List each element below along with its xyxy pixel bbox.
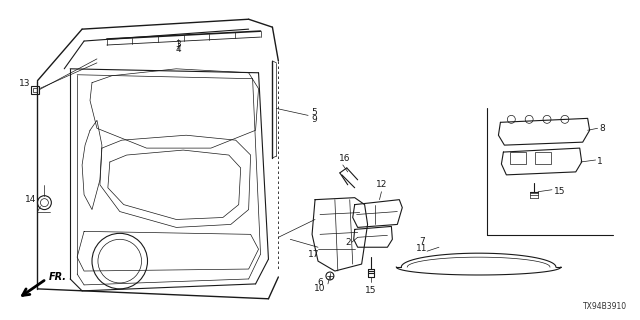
Text: 17: 17 (308, 250, 320, 259)
Text: 15: 15 (554, 187, 566, 196)
Bar (31, 86, 40, 93)
Text: 13: 13 (19, 79, 30, 88)
Text: 5: 5 (311, 108, 317, 117)
Text: TX94B3910: TX94B3910 (583, 302, 627, 311)
Text: 10: 10 (314, 284, 326, 293)
Bar (510, 152, 526, 164)
Text: 7: 7 (419, 237, 425, 246)
Text: 16: 16 (339, 154, 351, 163)
Text: FR.: FR. (49, 272, 67, 282)
Text: 4: 4 (175, 45, 181, 54)
Bar (33, 88, 38, 92)
Text: 3: 3 (175, 39, 181, 49)
Text: 8: 8 (600, 124, 605, 133)
Text: 15: 15 (365, 286, 376, 295)
Text: 1: 1 (596, 157, 602, 166)
Text: 12: 12 (376, 180, 387, 189)
Text: 11: 11 (417, 244, 428, 253)
Text: 2: 2 (345, 238, 351, 247)
Text: 9: 9 (311, 115, 317, 124)
Text: 14: 14 (25, 195, 36, 204)
Text: 6: 6 (317, 278, 323, 287)
Bar (535, 152, 551, 164)
